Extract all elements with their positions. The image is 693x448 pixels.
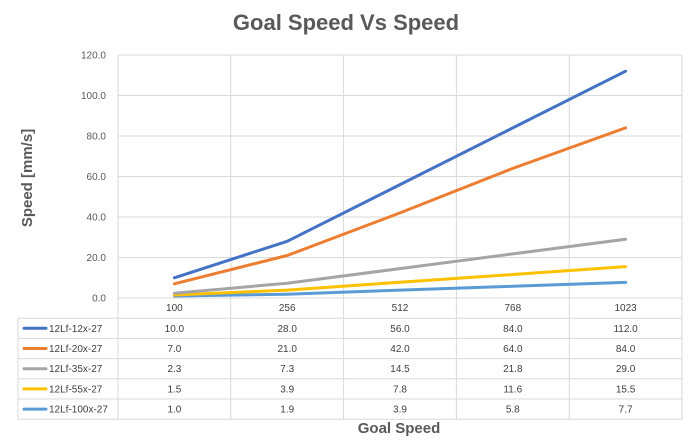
x-tick-label: 1023 <box>614 303 637 314</box>
series-line <box>172 280 628 298</box>
legend-series-name: 12Lf-35x-27 <box>49 364 103 375</box>
data-table-cell: 56.0 <box>390 324 410 335</box>
legend-series-name: 12Lf-100x-27 <box>49 405 108 416</box>
data-table-cell: 10.0 <box>165 324 185 335</box>
x-tick-label: 512 <box>392 303 409 314</box>
y-tick-label: 80.0 <box>87 132 107 143</box>
legend-series-name: 12Lf-12x-27 <box>49 324 103 335</box>
y-tick-label: 20.0 <box>87 253 107 264</box>
data-table-cell: 1.5 <box>167 384 181 395</box>
x-tick-label: 256 <box>279 303 296 314</box>
series-line <box>172 265 628 297</box>
data-table-cell: 21.8 <box>503 364 523 375</box>
data-table-cell: 15.5 <box>616 384 636 395</box>
y-tick-label: 60.0 <box>87 172 107 183</box>
series-line <box>172 126 628 286</box>
data-table-cell: 28.0 <box>277 324 297 335</box>
data-table-cell: 3.9 <box>393 405 407 416</box>
series-line <box>172 69 628 280</box>
data-table-cell: 29.0 <box>616 364 636 375</box>
data-table-cell: 21.0 <box>277 344 297 355</box>
y-tick-label: 120.0 <box>81 51 106 62</box>
legend-series-name: 12Lf-55x-27 <box>49 384 103 395</box>
series-lines <box>172 69 628 298</box>
data-table-cell: 84.0 <box>616 344 636 355</box>
data-table-cell: 1.0 <box>167 405 181 416</box>
chart-title: Goal Speed Vs Speed <box>233 10 459 35</box>
data-table-cell: 7.8 <box>393 384 407 395</box>
data-table-cell: 2.3 <box>167 364 181 375</box>
series-line <box>172 237 628 295</box>
x-tick-label: 100 <box>166 303 183 314</box>
data-table-cell: 7.7 <box>619 405 633 416</box>
data-table-cell: 14.5 <box>390 364 410 375</box>
data-table-cell: 11.6 <box>503 384 522 395</box>
y-tick-label: 100.0 <box>81 91 106 102</box>
data-table-cell: 3.9 <box>280 384 294 395</box>
data-table-cell: 112.0 <box>613 324 638 335</box>
legend-series-name: 12Lf-20x-27 <box>49 344 103 355</box>
y-tick-labels: 0.0 20.0 40.0 60.0 80.0 100.0 120.0 <box>81 51 106 305</box>
data-table: 100 256 512 768 1023 12Lf-12x-27 10.0 28.0 56.0 8… <box>17 303 682 420</box>
data-table-cell: 5.8 <box>506 405 520 416</box>
data-table-cell: 64.0 <box>503 344 523 355</box>
y-axis-title: Speed [mm/s] <box>19 129 36 227</box>
data-table-cell: 84.0 <box>503 324 523 335</box>
y-tick-label: 0.0 <box>92 294 106 305</box>
x-tick-label: 768 <box>504 303 521 314</box>
data-table-cell: 7.0 <box>167 344 181 355</box>
y-tick-label: 40.0 <box>87 213 107 224</box>
data-table-cell: 1.9 <box>280 405 294 416</box>
data-table-cell: 42.0 <box>390 344 410 355</box>
data-table-cell: 7.3 <box>280 364 294 375</box>
x-axis-title: Goal Speed <box>358 420 441 437</box>
